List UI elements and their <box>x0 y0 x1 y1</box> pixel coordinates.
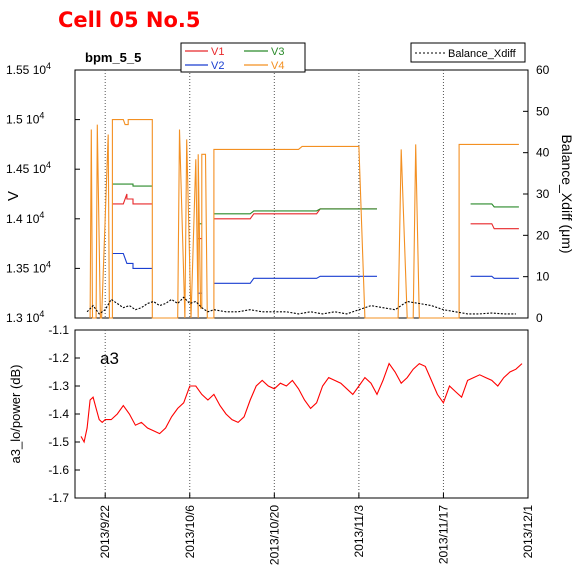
series-line-balance-xdiff <box>86 296 516 315</box>
legend-v4-label: V4 <box>271 60 284 72</box>
series-line-v1 <box>470 223 519 230</box>
x-tick-label: 2013/11/3 <box>352 505 366 558</box>
bottom-y-tick-label: -1.6 <box>48 463 69 477</box>
top-y2-tick-label: 0 <box>536 311 543 325</box>
top-gridlines <box>104 70 444 318</box>
bottom-y-tick-label: -1.7 <box>48 491 69 505</box>
x-tick-label: 2013/10/20 <box>267 505 281 565</box>
page-title: Cell 05 No.5 <box>58 8 201 32</box>
x-tick-label: 2013/9/22 <box>98 505 112 559</box>
top-y2-ticks: 0 10 20 30 40 50 60 <box>523 63 550 325</box>
series-line-v2 <box>213 275 377 284</box>
x-tick-labels: 2013/9/22 2013/10/6 2013/10/20 2013/11/3 201… <box>98 493 535 565</box>
legend-v2-label: V2 <box>211 60 224 72</box>
bottom-series-lines <box>80 362 523 444</box>
top-y2-tick-label: 60 <box>536 63 550 77</box>
bottom-chart: a3 -1.7 -1.6 -1.5 -1.4 -1.3 -1.2 -1.1 2013/9/2… <box>8 323 535 565</box>
bottom-y-axis-label: a3_lo/power (dB) <box>8 365 23 464</box>
top-y-tick-label: 1.55 104 <box>6 61 51 77</box>
top-y-ticks: 1.3 104 1.35 104 1.4 104 1.45 104 1.5 104 1.5… <box>6 61 80 325</box>
legend-v-box <box>180 42 306 73</box>
bottom-y-tick-label: -1.3 <box>48 379 69 393</box>
legend-balance: Balance_Xdiff <box>410 42 526 63</box>
top-y2-tick-label: 40 <box>536 146 550 160</box>
top-chart-title: bpm_5_5 <box>85 50 141 65</box>
bottom-y-tick-label: -1.5 <box>48 435 69 449</box>
series-line-v3 <box>112 183 153 187</box>
x-tick-label: 2013/12/1 <box>521 505 535 559</box>
top-y2-tick-label: 30 <box>536 187 550 201</box>
bottom-y-tick-label: -1.2 <box>48 351 69 365</box>
top-plot-frame <box>74 69 529 319</box>
bottom-gridlines <box>104 330 444 498</box>
series-line-v4 <box>89 119 519 319</box>
bottom-y-ticks: -1.7 -1.6 -1.5 -1.4 -1.3 -1.2 -1.1 <box>48 323 80 505</box>
x-tick-label: 2013/10/6 <box>183 505 197 559</box>
series-line-v3 <box>213 208 377 215</box>
top-y-tick-label: 1.5 104 <box>6 111 44 127</box>
bottom-y-tick-label: -1.1 <box>48 323 69 337</box>
x-tick-label: 2013/11/17 <box>436 505 450 564</box>
top-y2-tick-label: 50 <box>536 104 550 118</box>
top-y2-axis-label: Balance_Xdiff (μm) <box>559 134 575 253</box>
legend-balance-label: Balance_Xdiff <box>448 48 517 60</box>
legend-v1-label: V1 <box>211 46 224 58</box>
legend-v3-label: V3 <box>271 46 284 58</box>
bottom-plot-frame <box>74 329 529 499</box>
legend-balance-box <box>410 42 526 63</box>
top-y-tick-label: 1.45 104 <box>6 160 51 176</box>
top-y2-tick-label: 20 <box>536 228 550 242</box>
series-line-v2 <box>112 252 153 269</box>
top-y-tick-label: 1.35 104 <box>6 259 51 275</box>
bottom-chart-title: a3 <box>100 349 119 368</box>
top-series-lines <box>86 119 519 319</box>
top-y-tick-label: 1.3 104 <box>6 309 44 325</box>
bottom-y-tick-label: -1.4 <box>48 407 69 421</box>
legend-v: V1 V2 V3 V4 <box>180 42 306 73</box>
top-y2-tick-label: 10 <box>536 270 550 284</box>
series-line-v2 <box>470 275 519 279</box>
series-line-v3 <box>470 203 519 208</box>
top-y-tick-label: 1.4 104 <box>6 210 44 226</box>
series-line-v1 <box>112 193 153 205</box>
top-y-axis-label: V <box>5 191 22 201</box>
series-line-a3 <box>80 362 523 444</box>
